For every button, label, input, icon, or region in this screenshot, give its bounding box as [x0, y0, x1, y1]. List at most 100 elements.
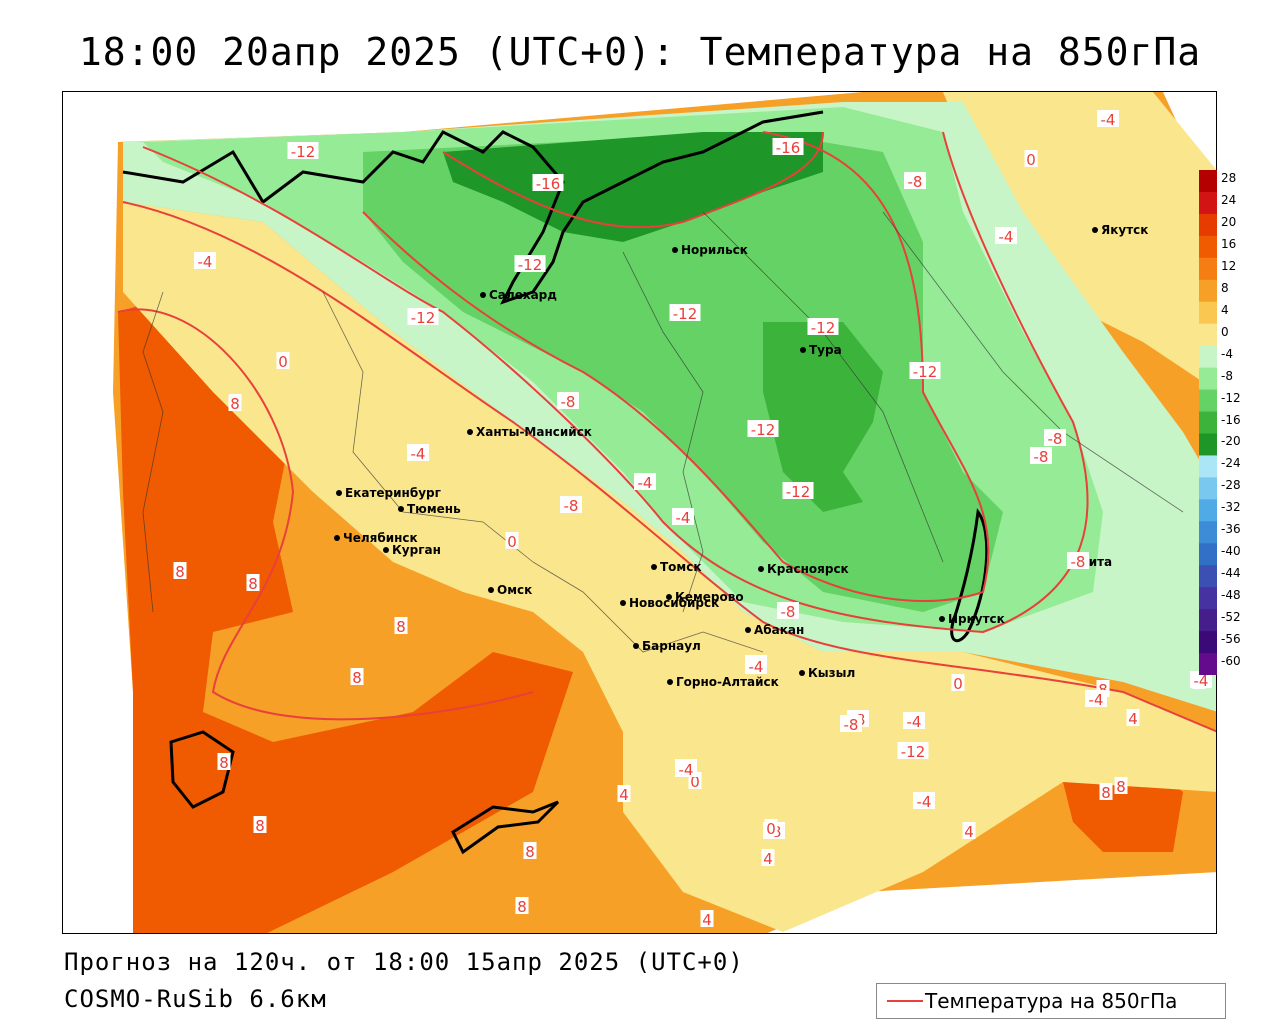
- isoline-label: 4: [619, 786, 629, 804]
- colorbar-cell: [1199, 631, 1217, 654]
- isoline-label-bg: [1044, 429, 1066, 446]
- city-label: Челябинск: [343, 531, 418, 545]
- city-label: Горно-Алтайск: [676, 675, 779, 689]
- colorbar-cell: [1199, 323, 1217, 347]
- city-dot: [651, 564, 657, 570]
- temperature-map: Якутск Норильск Салехард Тура Ханты-Мансийск…: [63, 92, 1216, 933]
- isoline-label: 8: [230, 395, 240, 413]
- city-dot: [398, 506, 404, 512]
- city-dot: [480, 292, 486, 298]
- city-label: Абакан: [754, 623, 804, 637]
- city-label: Якутск: [1101, 223, 1148, 237]
- isoline-label: 0: [278, 353, 288, 371]
- isoline-label: -4: [676, 509, 691, 527]
- isoline-label-bg: [772, 138, 804, 155]
- colorbar-tick-label: -28: [1221, 478, 1241, 493]
- colorbar-tick-label: -20: [1221, 434, 1241, 449]
- isoline-label: 4: [1128, 710, 1138, 728]
- cold-core: [443, 132, 823, 242]
- isoline-label: 8: [175, 563, 185, 581]
- colorbar-tick-label: -52: [1221, 610, 1241, 625]
- colorbar-cell: [1199, 367, 1217, 391]
- isoline-label: -4: [198, 253, 213, 271]
- isoline-label: 0: [953, 675, 963, 693]
- isoline-label-bg: [1114, 777, 1128, 794]
- isoline-label: -8: [1048, 430, 1063, 448]
- isoline-label-bg: [672, 508, 694, 525]
- model-name: COSMO-RuSib 6.6км: [64, 985, 327, 1013]
- colorbar-tick-label: 12: [1221, 258, 1237, 273]
- isoline-label-bg: [764, 819, 778, 836]
- colorbar-cell: [1199, 587, 1217, 610]
- city-label: Омск: [497, 583, 532, 597]
- isoline-label-bg: [904, 172, 926, 189]
- isoline-label-bg: [1126, 709, 1140, 726]
- colorbar-tick-label: -60: [1221, 654, 1241, 669]
- colorbar-cell: [1199, 301, 1217, 325]
- isoline-label: -4: [907, 713, 922, 731]
- colorbar-cell: [1199, 279, 1217, 303]
- city-label: Тюмень: [407, 502, 461, 516]
- isoline-label: 0: [766, 820, 776, 838]
- isoline-label-bg: [523, 842, 537, 859]
- colorbar-cell: [1199, 389, 1217, 413]
- isoline-labels: -4-12 -16-16 -8-40-12-12 -12-12-12-12-12-4-…: [173, 110, 1212, 929]
- city-label: Курган: [392, 543, 441, 557]
- isoline-label-bg: [617, 785, 631, 802]
- yellow-belt: [123, 202, 1216, 932]
- isoline-label-bg: [1030, 447, 1052, 464]
- legend-label: Температура на 850гПа: [925, 989, 1178, 1013]
- isoline-label-bg: [634, 473, 656, 490]
- isoline-label: -12: [786, 483, 811, 501]
- isoline-label-bg: [807, 318, 839, 335]
- colorbar-cell: [1199, 543, 1217, 566]
- isoline-label: 8: [1116, 778, 1126, 796]
- city-dot: [467, 429, 473, 435]
- colorbar-cell: [1199, 521, 1217, 544]
- isoline-label: -4: [749, 658, 764, 676]
- isoline-label-bg: [276, 352, 290, 369]
- isoline-label-bg: [761, 849, 775, 866]
- isoline-label-bg: [1099, 783, 1113, 800]
- isoline-label: -4: [1089, 691, 1104, 709]
- isoline-label-bg: [173, 562, 187, 579]
- city-dot: [758, 566, 764, 572]
- forecast-info: Прогноз на 120ч. от 18:00 15апр 2025 (UT…: [64, 948, 744, 976]
- city-label: Кемерово: [675, 590, 744, 604]
- legend-line-swatch: [887, 1000, 923, 1002]
- isoline-label: -8: [1071, 553, 1086, 571]
- colorbar-tick-label: -16: [1221, 412, 1241, 427]
- colorbar-cell: [1199, 213, 1217, 237]
- colorbar-cell: [1199, 235, 1217, 259]
- colorbar-tick-label: -48: [1221, 588, 1241, 603]
- isoline-label: 4: [964, 823, 974, 841]
- isoline-label-bg: [669, 304, 701, 321]
- city-label: Ханты-Мансийск: [476, 425, 592, 439]
- isoline-label-bg: [951, 674, 965, 691]
- isoline-label: -8: [564, 497, 579, 515]
- isoline-label-bg: [505, 532, 519, 549]
- isoline-label-bg: [394, 617, 408, 634]
- baikal-lake: [950, 508, 989, 643]
- isoline-label: -8: [908, 173, 923, 191]
- isoline-label: -16: [776, 139, 801, 157]
- city-label: Салехард: [489, 288, 557, 302]
- city-dot: [667, 679, 673, 685]
- isoline-label: 8: [352, 669, 362, 687]
- city-label: Иркутск: [948, 612, 1005, 626]
- colorbar-tick-label: -56: [1221, 632, 1241, 647]
- colorbar-cell: [1199, 477, 1217, 500]
- city-label: Екатеринбург: [345, 486, 441, 500]
- isoline-label-bg: [675, 760, 697, 777]
- legend: Температура на 850гПа: [876, 983, 1226, 1019]
- colorbar-cell: [1199, 170, 1217, 193]
- isoline-label-bg: [407, 444, 429, 461]
- city-dot: [633, 643, 639, 649]
- isoline-label: -4: [917, 793, 932, 811]
- colorbar-tick-label: 4: [1221, 302, 1229, 317]
- city-dot: [620, 600, 626, 606]
- isoline-label-bg: [515, 897, 529, 914]
- isoline-label: 8: [255, 817, 265, 835]
- city-label: Новосибирск: [629, 596, 719, 610]
- isoline-label-bg: [1024, 150, 1038, 167]
